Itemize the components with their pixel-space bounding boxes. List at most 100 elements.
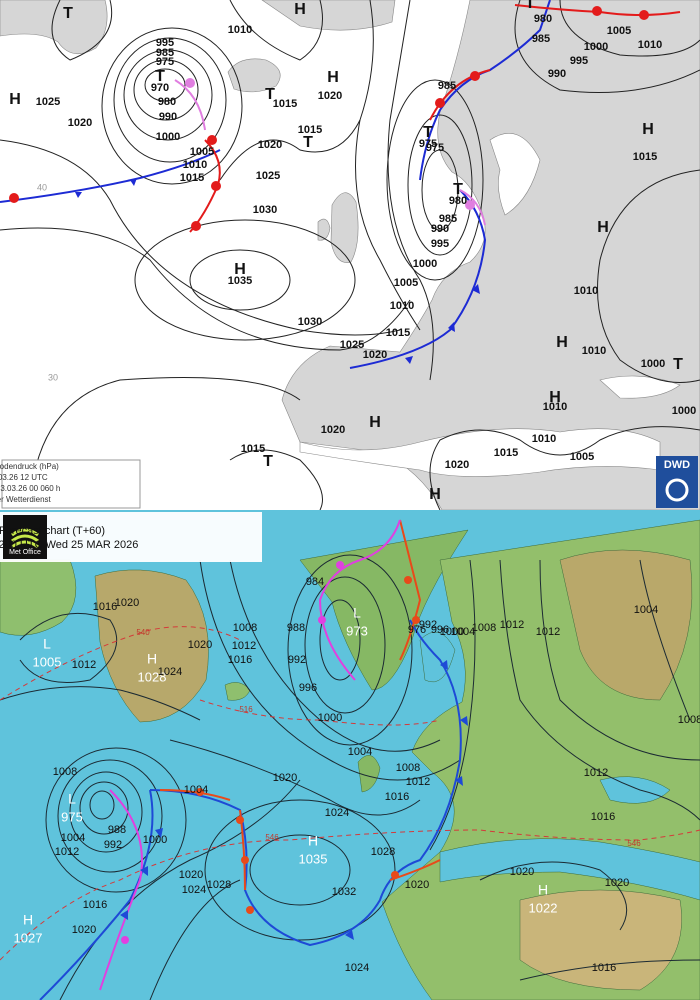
pressure-center-symbol: H: [327, 69, 339, 86]
isobar-label: 984: [306, 576, 324, 588]
isobar-label: 990: [548, 68, 566, 80]
isobar-label: 1000: [672, 405, 696, 417]
latitude-label: 40: [37, 182, 47, 192]
isobar-label: 985: [439, 213, 457, 225]
pressure-center-symbol: H: [234, 261, 246, 278]
isobars: [0, 0, 700, 511]
pressure-center-value: 970: [151, 82, 169, 94]
front-symbols: [9, 6, 649, 364]
isobar-label: 1020: [258, 139, 282, 151]
pressure-center-value: 1005: [33, 654, 62, 669]
isobar-label: 1012: [406, 776, 430, 788]
dwd-panel: T H THT970HTTT975T980HHH1035HHTHTH99598597…: [0, 0, 700, 511]
legend-box: [1, 459, 141, 509]
isobar-label: 985: [438, 80, 456, 92]
seas: [299, 133, 681, 477]
isobar-label: 985: [532, 33, 550, 45]
isobar-label: 1010: [390, 300, 414, 312]
land: [0, 519, 700, 1000]
pressure-center-symbol: T: [263, 453, 273, 470]
isobar-label: 996: [299, 682, 317, 694]
isobar-label: 1004: [634, 604, 658, 616]
isobar-label: 1020: [405, 879, 429, 891]
pressure-center-symbol: H: [556, 334, 568, 351]
isobar-label: 1020: [318, 90, 342, 102]
isobar-label: 1015: [386, 327, 410, 339]
pressure-center-symbol: L: [68, 791, 76, 807]
pressure-center-symbol: T: [303, 134, 313, 151]
isobar-label: 1025: [340, 339, 364, 351]
isobar-label: 1020: [68, 117, 92, 129]
isobar-label: 1005: [570, 451, 594, 463]
isobar-label: 992: [419, 619, 437, 631]
legend-line: Vorhersage Bodendruck (hPa): [0, 462, 59, 471]
thickness-label: 540: [136, 628, 150, 637]
pressure-center-symbol: H: [369, 414, 381, 431]
pressure-center-symbol: T: [423, 124, 433, 141]
pressure-center-symbol: H: [538, 882, 548, 898]
isobar-label: 1008: [472, 622, 496, 634]
isobar-label: 1024: [325, 807, 349, 819]
isobar-label: 1015: [298, 124, 322, 136]
isobar-label: 1005: [394, 277, 418, 289]
thickness-label: 546: [627, 839, 641, 848]
isobar-label: 1000: [413, 258, 437, 270]
isobar-label: 1010: [574, 285, 598, 297]
isobar-label: 995: [570, 55, 588, 67]
isobar-label: 1010: [543, 401, 567, 413]
isobar-label: 1020: [363, 349, 387, 361]
thickness-label: 516: [239, 705, 253, 714]
isobar-label: 1016: [592, 962, 616, 974]
isobar-label: 1010: [228, 24, 252, 36]
pressure-center-symbol: H: [23, 912, 33, 928]
isobar-label: 1030: [253, 204, 277, 216]
pressure-center-symbol: T: [525, 0, 535, 12]
pressure-center-value: 1027: [14, 930, 43, 945]
isobar-label: 1008: [53, 766, 77, 778]
pressure-center-symbol: T: [673, 356, 683, 373]
isobar-label: 1028: [207, 879, 231, 891]
pressure-center-value: 1035: [299, 851, 328, 866]
logo-text: DWD: [664, 459, 690, 471]
legend-line: für: Mi 25.03.26 12 UTC: [0, 473, 48, 482]
isobar-label: 1004: [348, 746, 372, 758]
isobar-label: 1010: [532, 433, 556, 445]
bottom-labels: Met Office Forecast chart (T+60) Valid 120…: [0, 525, 700, 974]
isobar-label: 990: [431, 223, 449, 235]
pressure-center-symbol: H: [642, 121, 654, 138]
isobar-label: 1016: [385, 791, 409, 803]
logo-text: Met Office: [9, 549, 41, 556]
legend-line: Basis: ICON 23.03.26 00 060 h: [0, 484, 60, 493]
pressure-center-value: 973: [346, 623, 368, 638]
legend-line: © Deutscher Wetterdienst: [0, 495, 52, 504]
thickness-label: 546: [265, 833, 279, 842]
pressure-center-value: 1035: [228, 275, 252, 287]
pressure-center-symbol: T: [265, 86, 275, 103]
isobar-label: 1012: [536, 626, 560, 638]
isobar-label: 990: [159, 111, 177, 123]
isobar-label: 992: [288, 654, 306, 666]
isobar-label: 1020: [510, 866, 534, 878]
isobar-label: 1010: [183, 159, 207, 171]
isobar-label: 1020: [115, 597, 139, 609]
isobar-label: 1020: [188, 639, 212, 651]
isobar-label: 1020: [72, 924, 96, 936]
chart-valid: Valid 1200 UTC Wed 25 MAR 2026: [0, 539, 138, 551]
pressure-center-value: 1028: [138, 669, 167, 684]
pressure-center-symbol: H: [429, 486, 441, 503]
isobar-label: 988: [108, 824, 126, 836]
pressure-center-symbol: H: [308, 833, 318, 849]
isobar-label: 1015: [180, 172, 204, 184]
chart-title: Forecast chart (T+60): [0, 525, 105, 537]
thickness-lines: [0, 626, 700, 961]
isobar-label: 1025: [256, 170, 280, 182]
pressure-center-symbol: T: [63, 5, 73, 22]
isobar-label: 1024: [345, 962, 369, 974]
isobar-label: 1012: [584, 767, 608, 779]
pressure-center-symbol: H: [147, 651, 157, 667]
isobar-label: 995: [431, 238, 449, 250]
isobar-label: 975: [156, 56, 174, 68]
isobar-label: 1024: [182, 884, 206, 896]
isobar-label: 1020: [605, 877, 629, 889]
pressure-center-symbol: L: [353, 605, 361, 621]
